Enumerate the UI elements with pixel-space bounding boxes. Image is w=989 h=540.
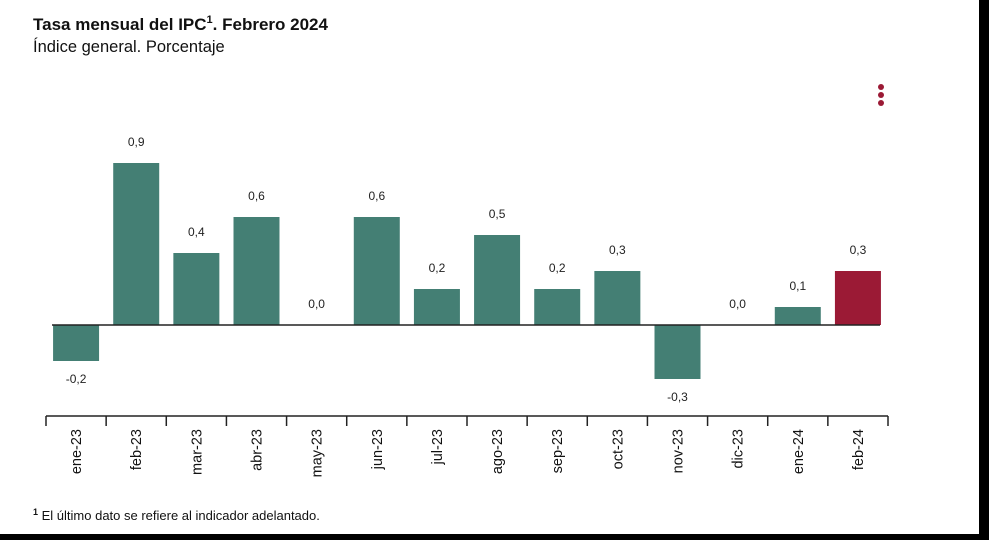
tick-label-may-23: may-23 (310, 429, 326, 477)
bar-jul-23 (413, 289, 460, 325)
chart-title-rest: . Febrero 2024 (212, 15, 328, 34)
footnote: 1 El último dato se refiere al indicador… (33, 507, 320, 523)
value-label-ago-23: 0,5 (489, 207, 506, 221)
tick-label-feb-23: feb-23 (129, 429, 145, 470)
value-label-nov-23: -0,3 (667, 390, 688, 404)
chart-panel: Tasa mensual del IPC1. Febrero 2024 Índi… (0, 0, 979, 534)
bar-jun-23 (353, 217, 400, 325)
menu-dot (878, 100, 884, 106)
value-label-jun-23: 0,6 (368, 189, 385, 203)
tick-label-ago-23: ago-23 (490, 429, 506, 474)
tick-label-jul-23: jul-23 (430, 429, 446, 465)
bar-oct-23 (594, 271, 641, 325)
value-label-feb-23: 0,9 (128, 135, 145, 149)
bar-abr-23 (233, 217, 280, 325)
value-label-abr-23: 0,6 (248, 189, 265, 203)
footnote-marker: 1 (33, 507, 39, 517)
bar-mar-23 (173, 253, 220, 325)
value-label-jul-23: 0,2 (429, 261, 446, 275)
tick-label-oct-23: oct-23 (610, 429, 626, 469)
tick-label-sep-23: sep-23 (550, 429, 566, 473)
value-label-oct-23: 0,3 (609, 243, 626, 257)
value-label-may-23: 0,0 (308, 297, 325, 311)
tick-label-abr-23: abr-23 (250, 429, 266, 471)
menu-dot (878, 84, 884, 90)
kebab-menu-icon[interactable] (876, 84, 886, 108)
value-label-dic-23: 0,0 (729, 297, 746, 311)
tick-label-mar-23: mar-23 (189, 429, 205, 475)
bar-nov-23 (654, 325, 701, 379)
tick-label-feb-24: feb-24 (851, 429, 867, 470)
menu-dot (878, 92, 884, 98)
footnote-text: El último dato se refiere al indicador a… (38, 508, 320, 523)
tick-label-jun-23: jun-23 (370, 429, 386, 470)
bar-feb-24 (834, 271, 881, 325)
value-label-mar-23: 0,4 (188, 225, 205, 239)
bar-chart: -0,2 0,9 0,4 0,6 0,0 0,6 0,2 0,5 0,2 0,3 -0,3 0,0 0,… (45, 135, 889, 477)
tick-label-nov-23: nov-23 (671, 429, 687, 473)
bar-sep-23 (534, 289, 581, 325)
bar-ago-23 (474, 235, 521, 325)
bar-feb-23 (113, 163, 160, 325)
title-footnote-marker: 1 (206, 14, 213, 26)
chart-title: Tasa mensual del IPC1. Febrero 2024 (33, 14, 328, 35)
bar-ene-23 (53, 325, 100, 361)
tick-label-ene-24: ene-24 (791, 429, 807, 474)
chart-subtitle: Índice general. Porcentaje (33, 38, 225, 56)
chart-title-text: Tasa mensual del IPC (33, 15, 207, 34)
value-label-sep-23: 0,2 (549, 261, 566, 275)
value-label-ene-24: 0,1 (789, 279, 806, 293)
bar-ene-24 (774, 307, 821, 325)
tick-label-ene-23: ene-23 (69, 429, 85, 474)
value-label-feb-24: 0,3 (850, 243, 867, 257)
tick-label-dic-23: dic-23 (731, 429, 747, 469)
value-label-ene-23: -0,2 (66, 372, 87, 386)
